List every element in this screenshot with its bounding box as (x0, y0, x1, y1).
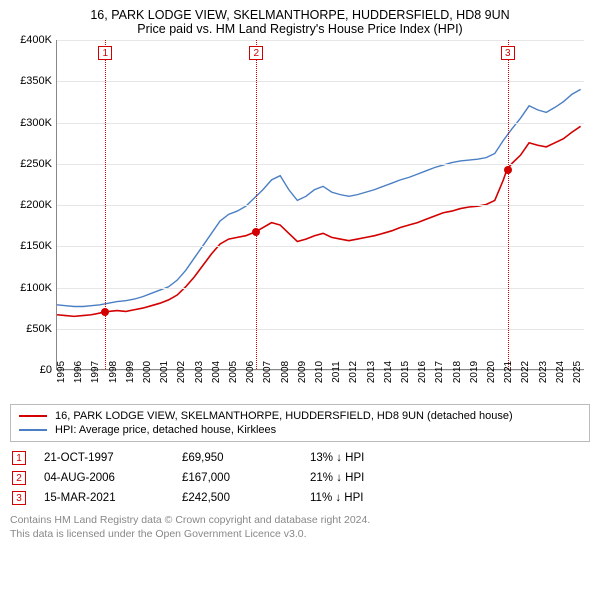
x-tick-label: 2016 (417, 361, 428, 383)
marker-badge: 2 (249, 46, 263, 60)
gridline-h (57, 246, 584, 247)
x-tick-label: 2012 (348, 361, 359, 383)
title-subtitle: Price paid vs. HM Land Registry's House … (10, 22, 590, 36)
x-tick-label: 2020 (486, 361, 497, 383)
legend-item: HPI: Average price, detached house, Kirk… (19, 423, 581, 437)
x-tick-label: 1999 (125, 361, 136, 383)
x-tick-label: 1995 (56, 361, 67, 383)
legend-box: 16, PARK LODGE VIEW, SKELMANTHORPE, HUDD… (10, 404, 590, 442)
y-tick-label: £300K (20, 117, 52, 129)
transaction-badge: 1 (12, 451, 26, 465)
plot-area: 1 2 3 (56, 40, 584, 370)
transaction-pct: 13% ↓ HPI (310, 452, 410, 464)
gridline-h (57, 329, 584, 330)
marker-dot (252, 228, 260, 236)
x-tick-label: 2010 (314, 361, 325, 383)
y-tick-label: £400K (20, 34, 52, 46)
x-tick-label: 1998 (108, 361, 119, 383)
marker-line (105, 40, 106, 369)
y-tick-label: £100K (20, 282, 52, 294)
x-tick-label: 2022 (520, 361, 531, 383)
x-tick-label: 2006 (245, 361, 256, 383)
transaction-date: 15-MAR-2021 (44, 492, 164, 504)
transactions-table: 1 21-OCT-1997 £69,950 13% ↓ HPI 2 04-AUG-2006… (10, 448, 590, 508)
marker-badge: 1 (98, 46, 112, 60)
gridline-h (57, 205, 584, 206)
chart-titles: 16, PARK LODGE VIEW, SKELMANTHORPE, HUDD… (10, 8, 590, 36)
x-tick-label: 2015 (400, 361, 411, 383)
x-tick-label: 2021 (503, 361, 514, 383)
transaction-pct: 11% ↓ HPI (310, 492, 410, 504)
footnote-line1: Contains HM Land Registry data © Crown c… (10, 514, 590, 528)
transaction-pct: 21% ↓ HPI (310, 472, 410, 484)
x-tick-label: 2001 (159, 361, 170, 383)
transaction-price: £242,500 (182, 492, 292, 504)
legend-swatch (19, 429, 47, 431)
gridline-h (57, 164, 584, 165)
marker-dot (504, 166, 512, 174)
y-tick-label: £250K (20, 158, 52, 170)
gridline-h (57, 123, 584, 124)
gridline-h (57, 81, 584, 82)
x-tick-label: 2008 (280, 361, 291, 383)
x-tick-label: 2019 (469, 361, 480, 383)
transaction-date: 04-AUG-2006 (44, 472, 164, 484)
y-tick-label: £50K (26, 323, 52, 335)
transaction-price: £167,000 (182, 472, 292, 484)
transaction-row: 3 15-MAR-2021 £242,500 11% ↓ HPI (10, 488, 590, 508)
y-tick-label: £150K (20, 240, 52, 252)
transaction-badge: 2 (12, 471, 26, 485)
chart-container: 16, PARK LODGE VIEW, SKELMANTHORPE, HUDD… (0, 0, 600, 590)
gridline-h (57, 40, 584, 41)
transaction-row: 1 21-OCT-1997 £69,950 13% ↓ HPI (10, 448, 590, 468)
footnote: Contains HM Land Registry data © Crown c… (10, 514, 590, 541)
x-tick-label: 2005 (228, 361, 239, 383)
transaction-price: £69,950 (182, 452, 292, 464)
x-axis: 1995199619971998199920002001200220032004… (56, 370, 584, 400)
x-tick-label: 1996 (73, 361, 84, 383)
y-axis: £0£50K£100K£150K£200K£250K£300K£350K£400… (10, 40, 56, 370)
transaction-badge: 3 (12, 491, 26, 505)
x-tick-label: 2002 (176, 361, 187, 383)
x-tick-label: 2017 (434, 361, 445, 383)
x-tick-label: 2023 (538, 361, 549, 383)
legend-item: 16, PARK LODGE VIEW, SKELMANTHORPE, HUDD… (19, 409, 581, 423)
y-tick-label: £200K (20, 199, 52, 211)
x-tick-label: 1997 (90, 361, 101, 383)
y-tick-label: £350K (20, 75, 52, 87)
x-tick-label: 2024 (555, 361, 566, 383)
x-tick-label: 2013 (366, 361, 377, 383)
x-tick-label: 2014 (383, 361, 394, 383)
footnote-line2: This data is licensed under the Open Gov… (10, 528, 590, 542)
x-tick-label: 2018 (452, 361, 463, 383)
y-tick-label: £0 (40, 364, 52, 376)
x-tick-label: 2007 (262, 361, 273, 383)
x-tick-label: 2025 (572, 361, 583, 383)
title-address: 16, PARK LODGE VIEW, SKELMANTHORPE, HUDD… (10, 8, 590, 22)
chart-zone: £0£50K£100K£150K£200K£250K£300K£350K£400… (10, 40, 590, 400)
marker-badge: 3 (501, 46, 515, 60)
x-tick-label: 2011 (331, 361, 342, 383)
legend-swatch (19, 415, 47, 417)
marker-dot (101, 308, 109, 316)
transaction-date: 21-OCT-1997 (44, 452, 164, 464)
gridline-h (57, 288, 584, 289)
x-tick-label: 2004 (211, 361, 222, 383)
legend-label: 16, PARK LODGE VIEW, SKELMANTHORPE, HUDD… (55, 410, 513, 422)
x-tick-label: 2009 (297, 361, 308, 383)
x-tick-label: 2000 (142, 361, 153, 383)
x-tick-label: 2003 (194, 361, 205, 383)
marker-line (256, 40, 257, 369)
marker-line (508, 40, 509, 369)
transaction-row: 2 04-AUG-2006 £167,000 21% ↓ HPI (10, 468, 590, 488)
legend-label: HPI: Average price, detached house, Kirk… (55, 424, 276, 436)
